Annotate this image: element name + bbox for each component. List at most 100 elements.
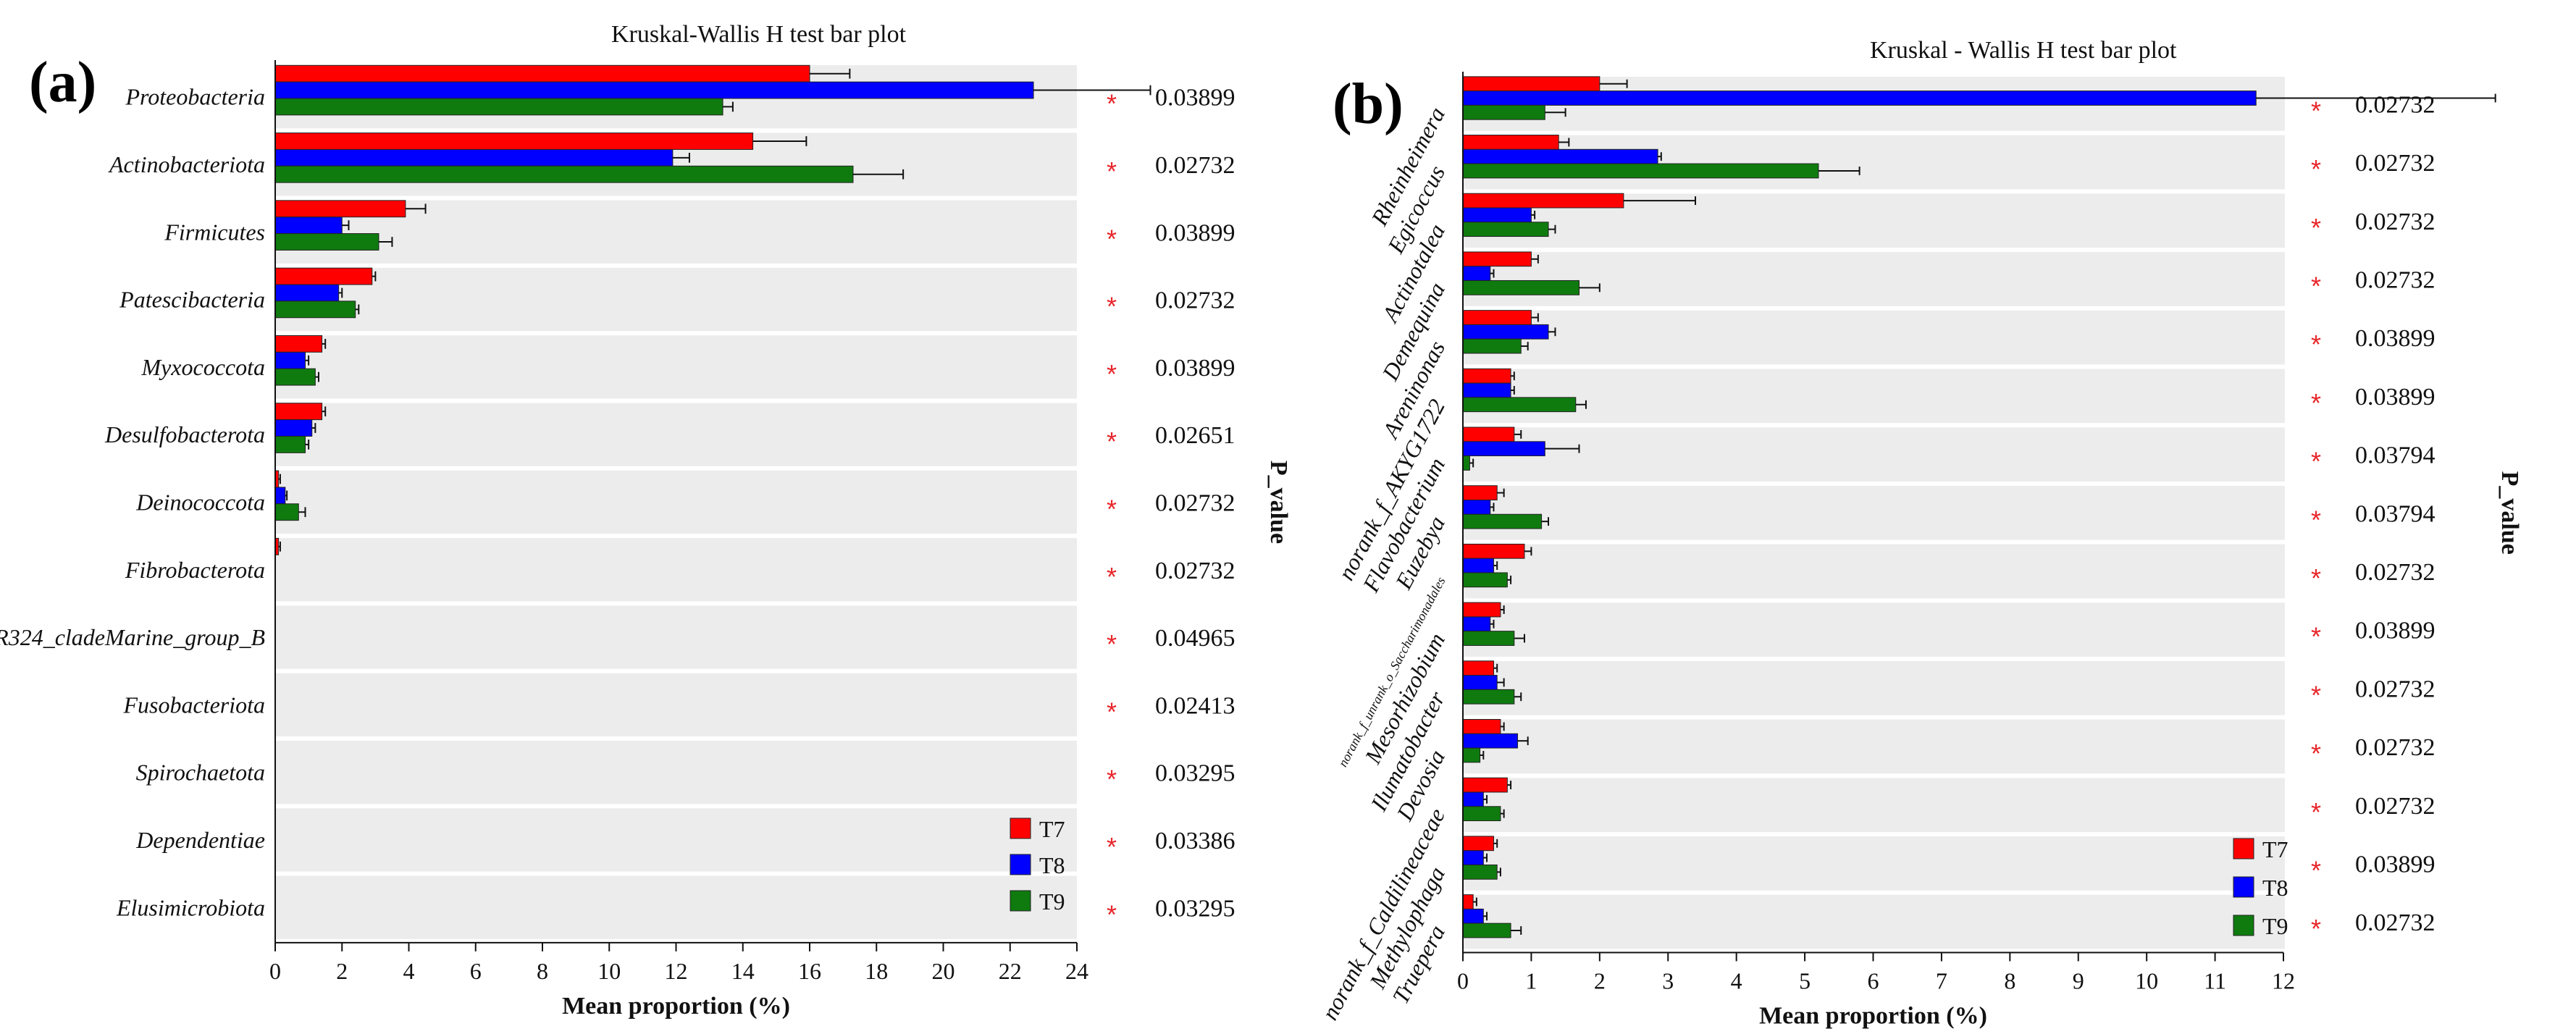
category-label: Dependentiae: [135, 827, 265, 853]
bar-t9: [1462, 806, 1501, 822]
row-background: [275, 538, 1077, 602]
row-background: [275, 673, 1077, 736]
bar-t8: [274, 419, 313, 437]
row-background: [1463, 427, 2285, 482]
bar-t9: [274, 368, 316, 386]
bar-t8: [1462, 207, 1532, 223]
x-tick-label: 9: [2073, 968, 2084, 994]
p-value: 0.03899: [2355, 851, 2436, 878]
legend-label: T9: [2262, 913, 2288, 939]
p-value: 0.02732: [2355, 793, 2436, 820]
bar-t9: [1462, 222, 1549, 238]
bar-t9: [1462, 922, 1511, 938]
significance-marker: *: [1107, 562, 1117, 592]
bar-t8: [1462, 499, 1491, 515]
bar-t8: [1462, 91, 2257, 106]
significance-marker: *: [2311, 680, 2321, 710]
x-tick-label: 18: [865, 958, 888, 984]
legend-label: T8: [2262, 875, 2288, 901]
category-label: Elusimicrobiota: [116, 894, 265, 920]
bar-t9: [1462, 104, 1545, 120]
category-label: Fusobacteriota: [122, 692, 265, 718]
significance-marker: *: [2311, 797, 2321, 827]
legend-swatch: [1010, 817, 1031, 839]
bar-t9: [274, 98, 723, 116]
category-label: Patescibacteria: [119, 287, 265, 313]
p-value-axis-title: P_value: [2496, 471, 2523, 555]
chart-title: Kruskal - Wallis H test bar plot: [1870, 37, 2177, 64]
row-background: [1463, 485, 2285, 540]
bar-t8: [1462, 675, 1498, 690]
significance-marker: *: [1107, 765, 1117, 794]
p-value: 0.02732: [2355, 676, 2436, 702]
p-value: 0.02732: [2355, 909, 2436, 936]
significance-marker: *: [1107, 89, 1117, 119]
bar-t8: [1462, 324, 1549, 340]
x-tick-label: 0: [269, 958, 281, 984]
bar-t8: [274, 217, 343, 235]
significance-marker: *: [2311, 563, 2321, 593]
bar-t8: [1462, 148, 1658, 164]
legend-swatch: [1010, 854, 1031, 875]
row-background: [275, 470, 1077, 534]
panel-label: (b): [1333, 72, 1404, 136]
p-value-axis-title: P_value: [1265, 461, 1292, 544]
x-tick-label: 11: [2204, 968, 2226, 994]
significance-marker: *: [2311, 213, 2321, 243]
p-value: 0.02732: [2355, 266, 2436, 293]
bar-t9: [1462, 572, 1508, 588]
bar-t8: [274, 284, 340, 302]
x-tick-label: 10: [597, 958, 621, 984]
x-tick-label: 8: [2004, 968, 2015, 994]
p-value: 0.03899: [1155, 355, 1235, 382]
x-tick-label: 7: [1936, 968, 1947, 994]
p-value: 0.04965: [1155, 625, 1235, 652]
x-tick-label: 22: [999, 958, 1022, 984]
row-background: [1463, 719, 2285, 774]
p-value: 0.03794: [2355, 500, 2436, 527]
bar-t7: [274, 64, 810, 83]
significance-marker: *: [1107, 224, 1117, 253]
significance-marker: *: [2311, 739, 2321, 768]
x-tick-label: 1: [1525, 968, 1537, 994]
x-tick-label: 2: [1594, 968, 1606, 994]
p-value: 0.02732: [1155, 287, 1235, 314]
row-background: [1463, 778, 2285, 833]
p-value: 0.03295: [1155, 895, 1235, 922]
bar-t9: [1462, 455, 1470, 471]
bar-t9: [1462, 747, 1481, 763]
bar-t7: [1462, 660, 1494, 676]
row-background: [275, 267, 1077, 332]
bar-t7: [274, 200, 406, 218]
bar-t9: [1462, 338, 1522, 354]
significance-marker: *: [2311, 622, 2321, 652]
x-tick-label: 4: [1731, 968, 1742, 994]
bar-t7: [274, 403, 323, 421]
row-background: [1463, 894, 2285, 949]
category-label: Myxococcota: [140, 354, 265, 380]
significance-marker: *: [1107, 156, 1117, 186]
bar-t7: [1462, 543, 1525, 559]
x-tick-label: 3: [1662, 968, 1674, 994]
p-value: 0.03899: [2355, 325, 2436, 352]
legend-swatch: [2233, 876, 2254, 898]
p-value: 0.03899: [1155, 85, 1235, 112]
significance-marker: *: [1107, 292, 1117, 321]
bar-t9: [274, 165, 854, 183]
bar-t7: [1462, 894, 1474, 909]
x-tick-label: 5: [1799, 968, 1811, 994]
bar-t9: [274, 300, 356, 319]
p-value: 0.03899: [1155, 219, 1235, 246]
significance-marker: *: [2311, 154, 2321, 184]
p-value: 0.02413: [1155, 692, 1235, 719]
p-value: 0.02732: [2355, 209, 2436, 235]
bar-t8: [1462, 616, 1491, 632]
bar-t9: [274, 503, 299, 521]
bar-t8: [1462, 382, 1511, 398]
bar-t7: [1462, 368, 1511, 384]
significance-marker: *: [2311, 505, 2321, 534]
p-value: 0.03899: [2355, 618, 2436, 644]
row-background: [1463, 544, 2285, 599]
x-tick-label: 12: [665, 958, 688, 984]
bar-t8: [1462, 441, 1545, 457]
